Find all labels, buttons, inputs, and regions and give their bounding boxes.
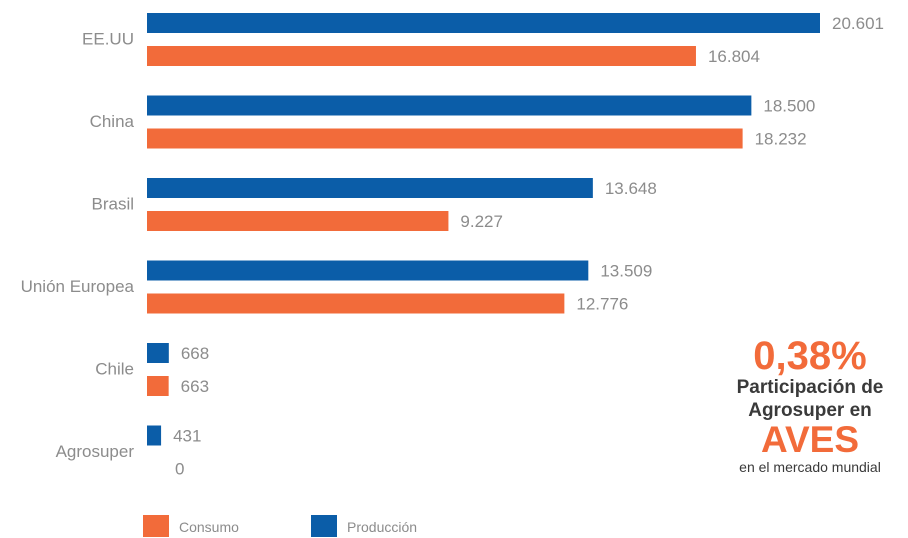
share-line-1: Participación de xyxy=(736,377,884,398)
data-label-consumo-china: 18.232 xyxy=(755,130,807,149)
bar-consumo-chile xyxy=(147,376,169,396)
category-label-brasil: Brasil xyxy=(91,195,134,214)
category-label-agrosuper: Agrosuper xyxy=(56,442,135,461)
share-line-2: Agrosuper en xyxy=(748,400,872,421)
bar-producci-n-ee-uu xyxy=(147,13,820,33)
legend-label-producci-n: Producción xyxy=(347,519,417,535)
category-label-ee-uu: EE.UU xyxy=(82,30,134,49)
data-label-producci-n-ee-uu: 20.601 xyxy=(832,14,884,33)
bar-consumo-ee-uu xyxy=(147,46,696,66)
share-footer: en el mercado mundial xyxy=(739,459,881,475)
data-label-producci-n-brasil: 13.648 xyxy=(605,179,657,198)
share-highlight: AVES xyxy=(760,419,859,460)
bar-producci-n-chile xyxy=(147,343,169,363)
data-label-consumo-agrosuper: 0 xyxy=(175,460,184,479)
category-label-chile: Chile xyxy=(95,360,134,379)
share-callout: 0,38% Participación de Agrosuper en AVES… xyxy=(712,336,908,476)
bar-consumo-china xyxy=(147,128,743,149)
data-label-producci-n-chile: 668 xyxy=(181,344,209,363)
bar-producci-n-agrosuper xyxy=(147,425,162,446)
data-label-consumo-brasil: 9.227 xyxy=(460,212,503,231)
share-percent: 0,38% xyxy=(753,334,867,378)
category-label-china: China xyxy=(90,112,135,131)
data-label-consumo-ee-uu: 16.804 xyxy=(708,47,760,66)
data-label-producci-n-agrosuper: 431 xyxy=(173,427,201,446)
bar-consumo-uni-n-europea xyxy=(147,293,565,314)
legend-swatch-consumo xyxy=(143,515,169,537)
data-label-producci-n-china: 18.500 xyxy=(763,97,815,116)
legend-swatch-producci-n xyxy=(311,515,337,537)
data-label-producci-n-uni-n-europea: 13.509 xyxy=(600,262,652,281)
data-label-consumo-chile: 663 xyxy=(181,377,209,396)
legend-label-consumo: Consumo xyxy=(179,519,239,535)
category-label-uni-n-europea: Unión Europea xyxy=(21,277,135,296)
bar-producci-n-china xyxy=(147,95,752,116)
bar-producci-n-brasil xyxy=(147,178,593,198)
bar-consumo-brasil xyxy=(147,211,449,231)
bar-producci-n-uni-n-europea xyxy=(147,260,589,281)
data-label-consumo-uni-n-europea: 12.776 xyxy=(576,295,628,314)
